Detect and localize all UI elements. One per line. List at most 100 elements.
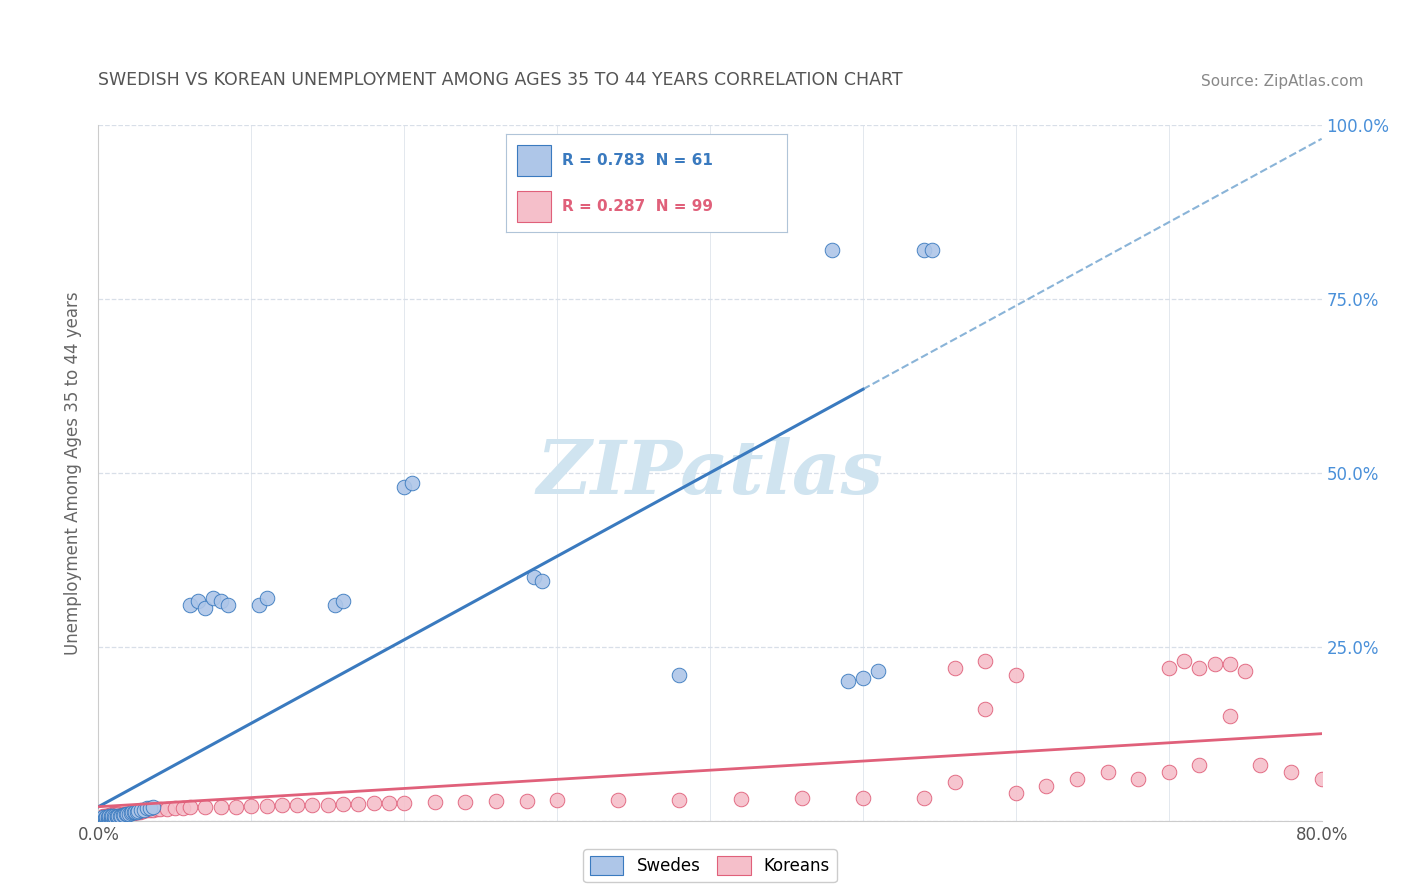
Point bbox=[117, 806, 139, 821]
Point bbox=[912, 243, 935, 257]
Bar bbox=[517, 145, 551, 176]
Point bbox=[240, 799, 263, 814]
Point bbox=[179, 598, 201, 612]
Point bbox=[202, 591, 225, 605]
Point bbox=[100, 808, 122, 822]
Point bbox=[105, 806, 128, 821]
Point bbox=[347, 797, 370, 811]
Point bbox=[392, 796, 416, 810]
Point bbox=[93, 812, 115, 826]
Point bbox=[247, 598, 270, 612]
Point bbox=[1066, 772, 1088, 786]
Point bbox=[97, 810, 120, 824]
Point bbox=[89, 812, 111, 826]
Point bbox=[111, 808, 134, 822]
Point bbox=[100, 811, 122, 825]
Point bbox=[821, 243, 844, 257]
Point bbox=[98, 811, 121, 825]
Point bbox=[179, 800, 201, 814]
Point bbox=[105, 809, 128, 823]
Point bbox=[1004, 667, 1026, 681]
Point bbox=[1234, 664, 1257, 678]
Point bbox=[129, 804, 152, 818]
Point bbox=[104, 810, 127, 824]
Point bbox=[120, 806, 142, 821]
Text: R = 0.287  N = 99: R = 0.287 N = 99 bbox=[562, 199, 713, 214]
Point bbox=[1035, 779, 1057, 793]
Point bbox=[122, 805, 145, 820]
Point bbox=[1310, 772, 1333, 786]
Point bbox=[378, 796, 401, 810]
Point bbox=[91, 811, 114, 825]
Point bbox=[136, 801, 159, 815]
Point bbox=[730, 792, 752, 806]
Point bbox=[100, 809, 122, 823]
Point bbox=[129, 803, 152, 817]
Point bbox=[194, 601, 217, 615]
Point bbox=[91, 810, 114, 824]
Point bbox=[912, 790, 935, 805]
Point bbox=[94, 810, 117, 824]
Point bbox=[332, 797, 354, 811]
Point bbox=[93, 811, 115, 825]
Point bbox=[1219, 709, 1241, 723]
Point bbox=[112, 807, 135, 822]
Y-axis label: Unemployment Among Ages 35 to 44 years: Unemployment Among Ages 35 to 44 years bbox=[65, 291, 83, 655]
Point bbox=[118, 806, 141, 821]
Point bbox=[107, 806, 129, 821]
Point bbox=[270, 798, 292, 813]
Point bbox=[523, 570, 546, 584]
Point bbox=[163, 801, 186, 815]
Point bbox=[104, 810, 127, 824]
Point bbox=[1157, 660, 1180, 674]
Point bbox=[97, 809, 120, 823]
Point bbox=[117, 806, 139, 821]
Point bbox=[325, 598, 347, 612]
Point bbox=[101, 807, 124, 822]
Point bbox=[94, 812, 117, 826]
Text: ZIPatlas: ZIPatlas bbox=[537, 436, 883, 509]
Point bbox=[107, 809, 129, 823]
Point bbox=[89, 811, 111, 825]
Point bbox=[97, 812, 120, 826]
Point bbox=[392, 480, 416, 494]
Point bbox=[105, 809, 128, 823]
Point bbox=[1188, 660, 1211, 674]
Point bbox=[423, 795, 446, 809]
Point bbox=[1249, 758, 1271, 772]
Point bbox=[209, 799, 232, 814]
Point bbox=[194, 800, 217, 814]
Point bbox=[125, 805, 148, 819]
Point bbox=[1157, 764, 1180, 779]
Point bbox=[301, 797, 323, 812]
Point bbox=[607, 793, 630, 807]
Point bbox=[139, 803, 162, 817]
Point bbox=[1204, 657, 1226, 671]
Point bbox=[112, 808, 135, 822]
Point bbox=[136, 803, 159, 817]
Point bbox=[111, 808, 134, 822]
Point bbox=[139, 801, 162, 815]
Point bbox=[103, 809, 125, 823]
Point bbox=[156, 802, 179, 816]
Text: Source: ZipAtlas.com: Source: ZipAtlas.com bbox=[1201, 74, 1364, 89]
Point bbox=[363, 796, 385, 810]
Point bbox=[124, 805, 146, 820]
Point bbox=[172, 801, 194, 815]
Point bbox=[546, 793, 568, 807]
Point bbox=[1219, 657, 1241, 671]
Point bbox=[974, 702, 997, 716]
Point bbox=[127, 805, 149, 819]
Point bbox=[943, 660, 966, 674]
Point bbox=[974, 654, 997, 668]
Point bbox=[94, 809, 117, 823]
Point bbox=[108, 809, 131, 823]
Point bbox=[127, 804, 149, 818]
Point bbox=[103, 807, 125, 822]
Point bbox=[852, 791, 875, 805]
Point bbox=[852, 671, 875, 685]
Point bbox=[110, 808, 132, 822]
Point bbox=[142, 803, 165, 817]
Point bbox=[943, 775, 966, 789]
Point bbox=[98, 811, 121, 825]
